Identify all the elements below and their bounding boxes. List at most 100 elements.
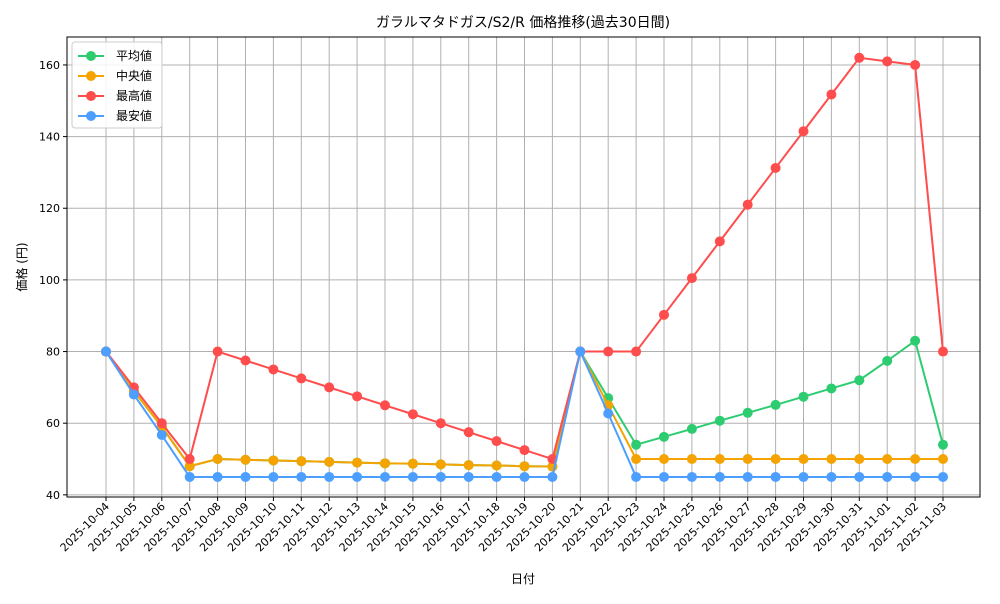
data-point [882, 355, 893, 366]
data-point [938, 471, 948, 482]
data-point [268, 471, 279, 482]
data-point [101, 346, 111, 357]
data-point [714, 471, 725, 482]
data-point [324, 382, 335, 393]
data-point [686, 454, 697, 465]
legend-marker [86, 91, 96, 101]
data-point [435, 471, 446, 482]
data-point [686, 423, 697, 434]
data-point [854, 471, 865, 482]
data-point [324, 456, 335, 467]
data-point [854, 375, 865, 386]
data-point [296, 456, 307, 467]
data-point [380, 471, 390, 482]
y-tick-label: 40 [46, 489, 60, 502]
data-point [407, 471, 418, 482]
data-point [770, 162, 781, 173]
y-tick-label: 140 [39, 131, 60, 144]
data-point [659, 309, 669, 320]
data-point [380, 400, 390, 411]
data-point [686, 471, 697, 482]
data-point [742, 471, 753, 482]
data-point [603, 408, 614, 419]
data-point [463, 427, 474, 438]
data-point [435, 459, 446, 470]
data-point [631, 471, 642, 482]
data-point [938, 346, 948, 357]
data-point [212, 346, 223, 357]
data-point [798, 126, 809, 137]
data-point [352, 471, 363, 482]
data-point [491, 471, 502, 482]
data-point [296, 373, 307, 384]
data-point [519, 461, 530, 472]
data-point [882, 56, 893, 67]
data-point [938, 454, 948, 465]
data-point [240, 471, 251, 482]
data-point [826, 454, 837, 465]
x-ticks: 2025-10-042025-10-052025-10-062025-10-07… [58, 497, 949, 554]
data-point [324, 471, 335, 482]
data-point [631, 454, 642, 465]
data-point [910, 59, 921, 70]
data-point [128, 389, 139, 400]
data-point [380, 458, 390, 469]
y-tick-label: 100 [39, 274, 60, 287]
data-point [575, 346, 586, 357]
data-point [407, 409, 418, 420]
data-point [798, 471, 809, 482]
data-point [714, 236, 725, 247]
data-point [268, 364, 279, 375]
data-point [798, 391, 809, 402]
data-point [435, 418, 446, 429]
data-point [156, 418, 167, 429]
data-point [659, 454, 669, 465]
grid [67, 37, 980, 497]
data-point [770, 454, 781, 465]
legend-label: 最安値 [116, 108, 152, 123]
data-point [240, 355, 251, 366]
data-point [631, 439, 642, 450]
data-point [491, 460, 502, 471]
data-point [491, 436, 502, 447]
data-point [184, 471, 195, 482]
data-point [603, 346, 614, 357]
legend-label: 中央値 [116, 68, 152, 83]
data-point [407, 458, 418, 469]
data-point [826, 89, 837, 100]
legend-label: 最高値 [116, 88, 152, 103]
data-point [240, 454, 251, 465]
chart-title: ガラルマタドガス/S2/R 価格推移(過去30日間) [376, 15, 670, 31]
data-point [659, 471, 669, 482]
data-point [463, 471, 474, 482]
plot-frame [66, 36, 981, 498]
data-point [184, 454, 195, 465]
data-point [352, 457, 363, 468]
data-point [212, 454, 223, 465]
data-point [826, 471, 837, 482]
data-point [742, 454, 753, 465]
data-point [352, 391, 363, 402]
y-tick-label: 160 [39, 59, 60, 72]
data-point [212, 471, 223, 482]
data-point [910, 471, 921, 482]
y-tick-label: 120 [39, 202, 60, 215]
data-point [714, 454, 725, 465]
data-point [519, 471, 530, 482]
data-point [268, 455, 279, 466]
y-tick-label: 80 [46, 346, 60, 359]
data-point [798, 454, 809, 465]
legend-box [71, 41, 163, 129]
data-point [686, 273, 697, 284]
legend-marker [86, 51, 96, 61]
data-point [882, 454, 893, 465]
x-axis-label: 日付 [511, 572, 535, 586]
data-point [659, 431, 669, 442]
legend-marker [86, 71, 96, 81]
data-point [547, 471, 558, 482]
data-point [854, 52, 865, 63]
data-point [742, 407, 753, 418]
data-point [156, 430, 167, 441]
